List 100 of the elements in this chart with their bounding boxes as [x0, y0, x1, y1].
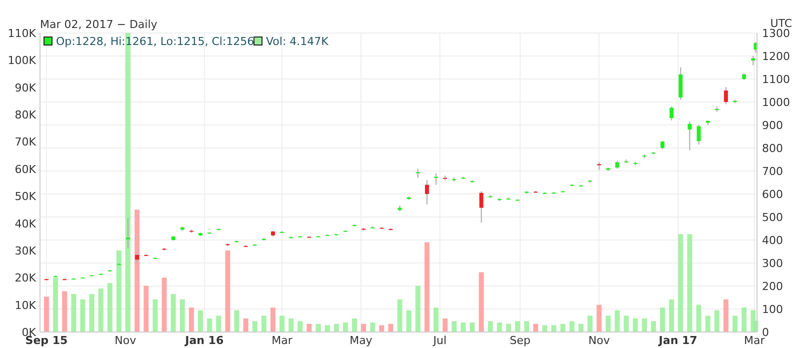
bar [669, 299, 674, 332]
bar [397, 299, 402, 332]
bar [80, 299, 86, 332]
y2-tick-label: 80K [14, 108, 37, 122]
bar [62, 291, 68, 332]
bar [352, 318, 357, 332]
candlestick [696, 124, 701, 146]
bar [596, 304, 602, 332]
bar [488, 321, 493, 332]
bar [207, 318, 212, 332]
y-tick-label: 200 [762, 280, 783, 293]
y-tick-label: 700 [762, 165, 783, 178]
text: UTC [770, 17, 792, 30]
x-tick-label: Jul [432, 334, 447, 347]
bar [406, 310, 412, 332]
bar [696, 304, 702, 332]
candlestick [670, 106, 674, 121]
x-tick-label: Jan 16 [184, 334, 224, 347]
x-tick-label: Jan 17 [658, 334, 698, 347]
y-tick-label: 1000 [762, 96, 790, 109]
y-tick-label: 800 [762, 142, 783, 155]
bar [687, 234, 692, 332]
bar [134, 210, 140, 332]
bar [496, 322, 502, 332]
candlestick [479, 190, 484, 224]
bar [361, 324, 366, 332]
bar [742, 308, 747, 332]
bar [270, 308, 276, 332]
bar [370, 322, 376, 332]
y2-tick-label: 100K [8, 54, 37, 68]
bar [660, 308, 666, 332]
y2-tick-label: 110K [8, 27, 37, 40]
bar [198, 310, 203, 332]
x-tick-label: May [350, 334, 373, 347]
bar [415, 286, 420, 332]
bar [478, 272, 484, 332]
bar [379, 325, 384, 332]
y-tick-label: 1200 [762, 50, 790, 63]
bar [98, 288, 104, 332]
bar [642, 318, 647, 332]
x-tick-label: Mar [272, 334, 293, 347]
bar [234, 310, 240, 332]
bar [578, 324, 584, 332]
bar [614, 310, 620, 332]
y2-tick-label: 70K [14, 136, 37, 149]
bar [452, 321, 457, 332]
bar [705, 316, 710, 332]
bar [280, 316, 285, 332]
x-tick-label: Sep [510, 334, 531, 347]
bar [116, 250, 122, 332]
bar [714, 310, 720, 332]
bar [551, 325, 556, 332]
y-tick-label: 500 [762, 211, 783, 224]
y-tick-label: 900 [762, 119, 783, 132]
bar [624, 316, 629, 332]
bar [152, 299, 158, 332]
bar [306, 324, 312, 332]
bar [107, 283, 112, 332]
y2-tick-label: 10K [14, 298, 37, 312]
legend-label: Vol: 4.147K [266, 35, 330, 48]
candlestick [688, 121, 692, 151]
bar [515, 321, 520, 332]
y-tick-label: 600 [762, 188, 783, 201]
bar [71, 294, 76, 332]
candlestick [678, 67, 683, 100]
bar [44, 296, 49, 332]
bar [261, 316, 266, 332]
bar [298, 321, 303, 332]
legend-label: Op:1228, Hi:1261, Lo:1215, Cl:1256 [56, 35, 254, 48]
candlestick [724, 86, 728, 105]
bar [216, 316, 222, 332]
bar [632, 318, 638, 332]
bar [180, 299, 185, 332]
bar [170, 294, 176, 332]
bar [288, 318, 294, 332]
bar [588, 316, 593, 332]
y-tick-label: 1100 [762, 73, 790, 86]
y2-tick-label: 20K [14, 272, 37, 285]
y-tick-label: 0 [762, 326, 769, 339]
bar [252, 321, 258, 332]
bar [334, 324, 339, 332]
bar [460, 322, 466, 332]
bar [434, 308, 439, 332]
bar [569, 321, 574, 332]
bar [188, 308, 194, 332]
bar [316, 324, 321, 332]
bar [342, 322, 348, 332]
candlestick [424, 180, 429, 205]
candlestick [126, 218, 130, 249]
x-tick-label: Nov [114, 334, 137, 347]
y-tick-label: 100 [762, 303, 783, 316]
bar [560, 324, 566, 332]
y2-tick-label: 60K [14, 162, 37, 176]
y-tick-label: 400 [762, 234, 783, 247]
bar [243, 318, 248, 332]
bar [53, 278, 58, 332]
bar [533, 324, 538, 332]
y-tick-label: 300 [762, 257, 783, 270]
y2-tick-label: 30K [14, 244, 37, 258]
y2-tick-label: 40K [14, 217, 37, 230]
